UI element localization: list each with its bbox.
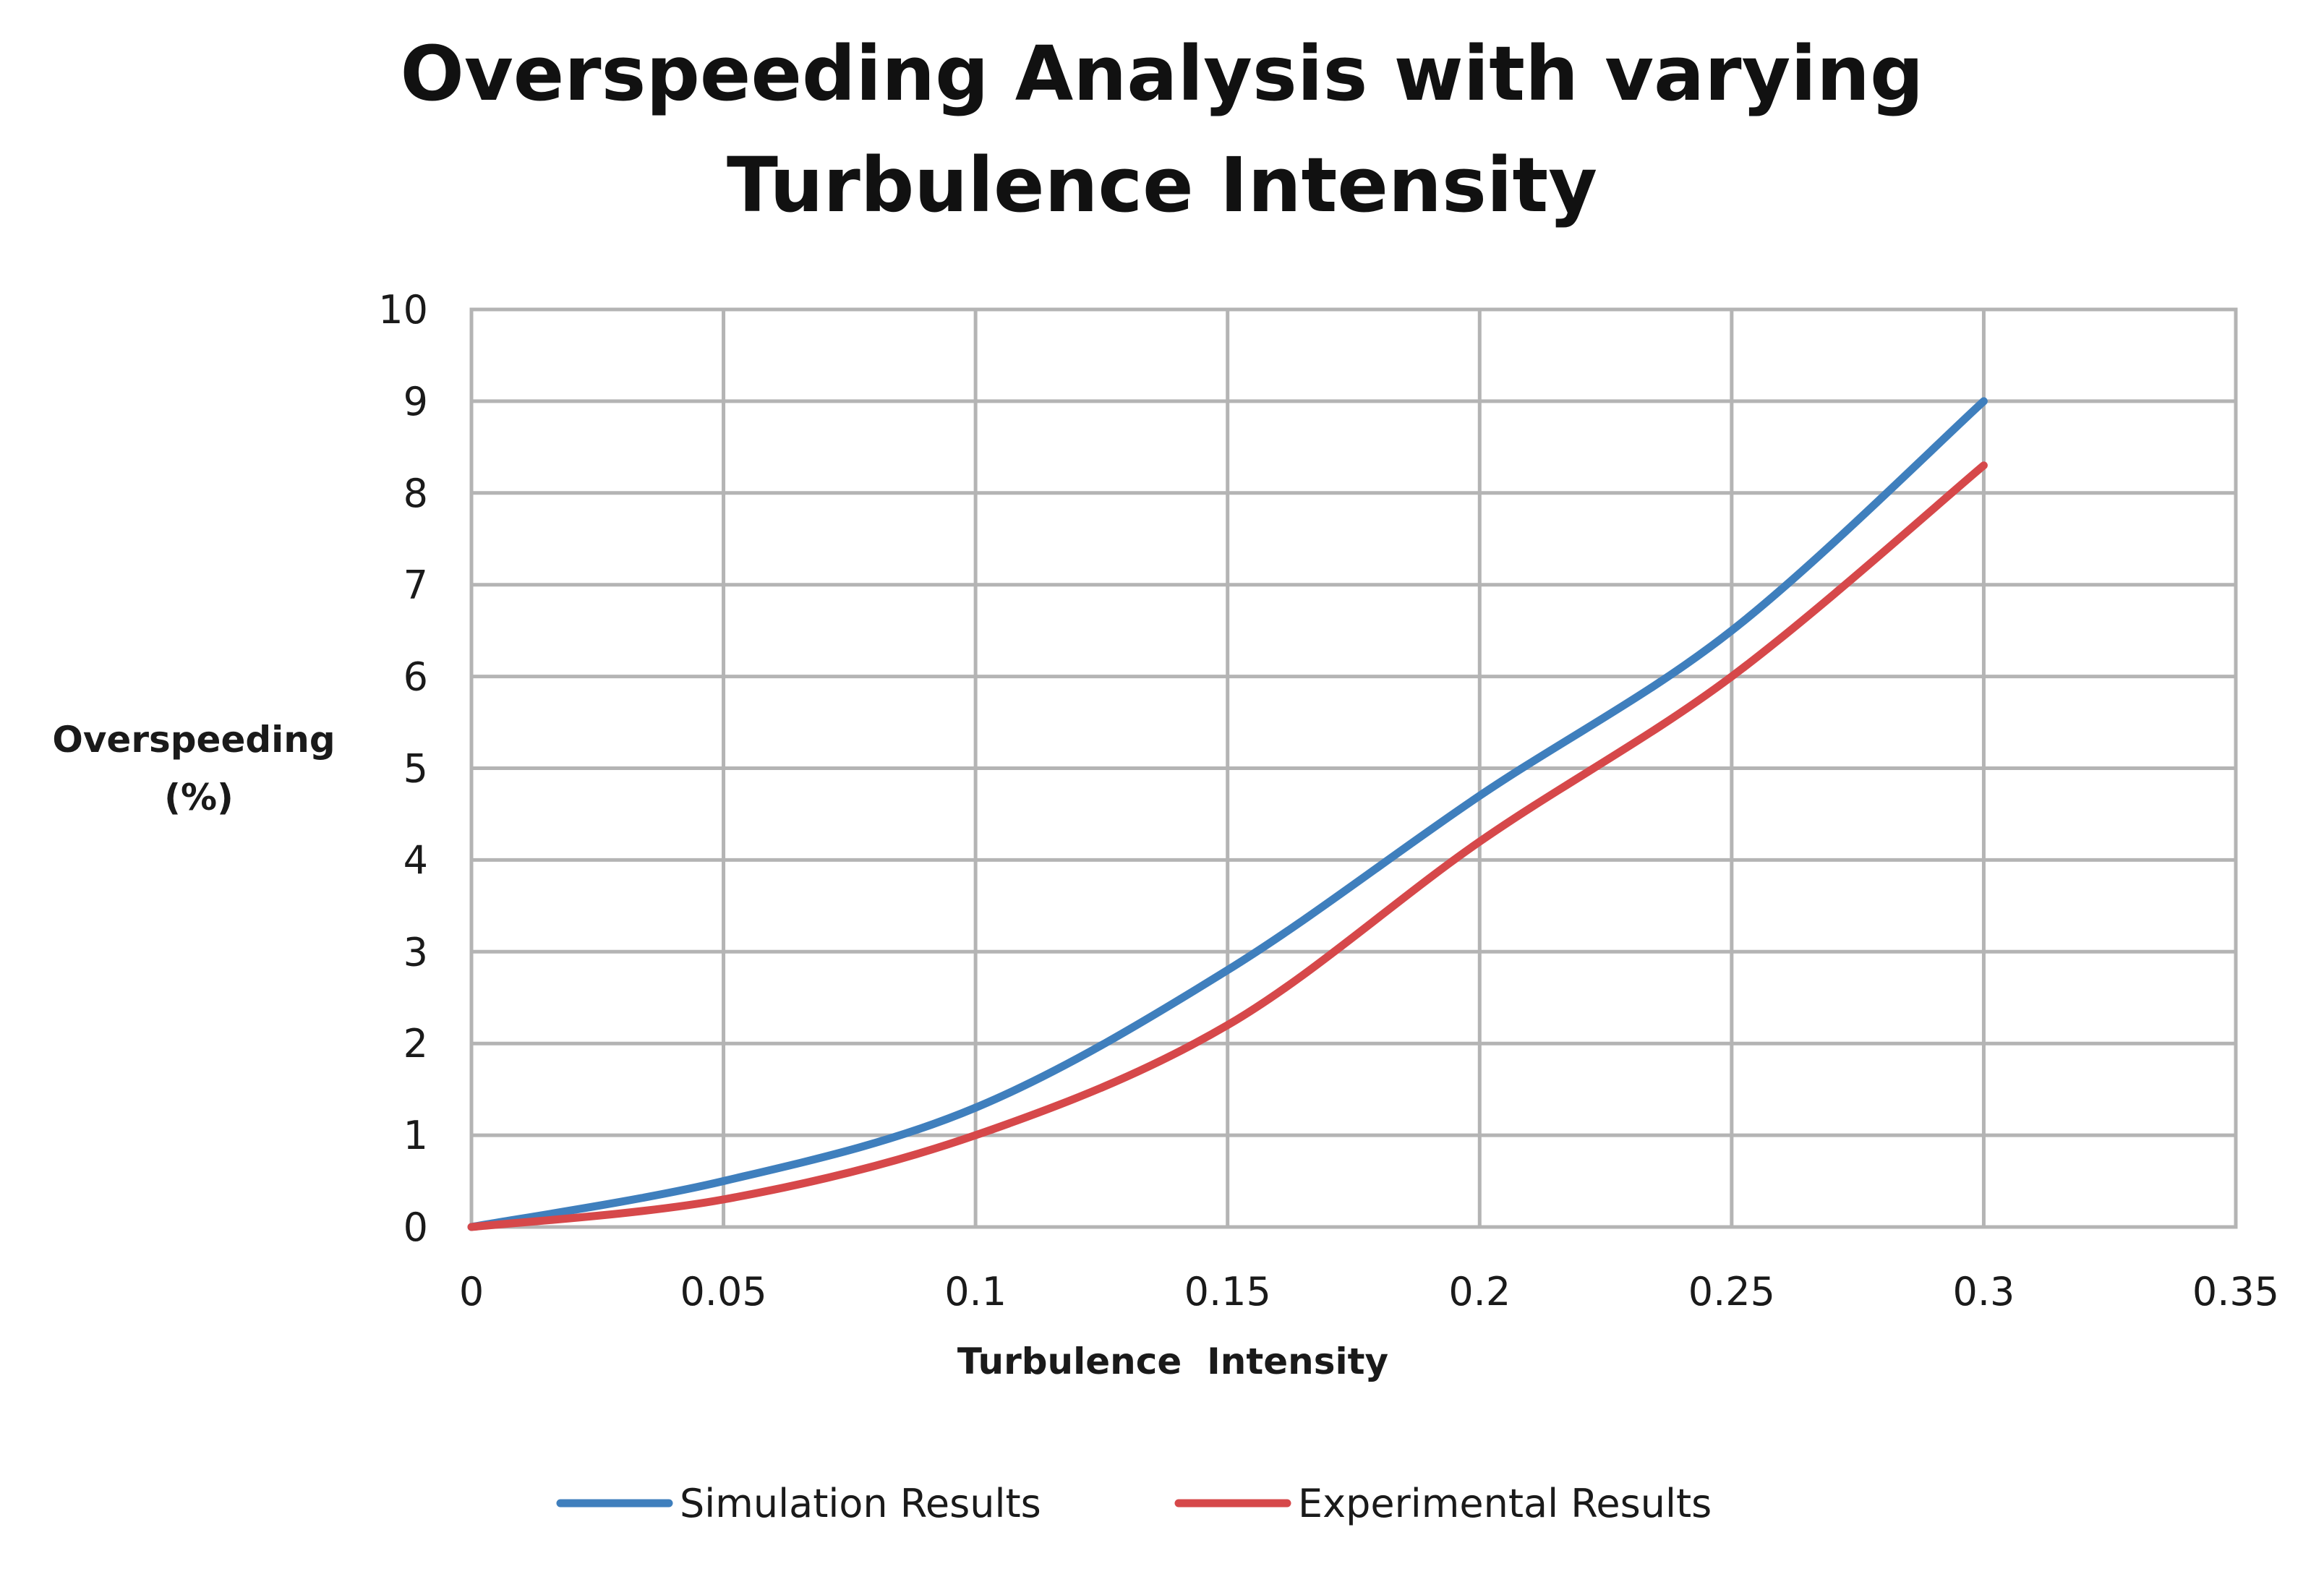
y-tick-label: 3 — [403, 929, 428, 975]
chart-title-line-1: Overspeeding Analysis with varying — [401, 30, 1924, 118]
x-tick-label: 0.3 — [1952, 1269, 2015, 1314]
plot-area-frame — [469, 307, 2238, 1229]
chart-title-line-2: Turbulence Intensity — [727, 141, 1597, 229]
y-tick-label: 8 — [403, 471, 428, 516]
legend-label-simulation: Simulation Results — [680, 1481, 1041, 1526]
x-axis-title: Turbulence Intensity — [957, 1341, 1388, 1382]
x-tick-label: 0 — [459, 1269, 484, 1314]
series-layer — [467, 397, 1988, 1231]
x-tick-label: 0.25 — [1688, 1269, 1775, 1314]
y-tick-labels: 0 1 2 3 4 5 6 7 8 9 10 — [378, 287, 428, 1250]
x-tick-labels: 0 0.05 0.1 0.15 0.2 0.25 0.3 0.35 — [459, 1269, 2279, 1314]
y-tick-label: 5 — [403, 746, 428, 792]
x-tick-label: 0.15 — [1184, 1269, 1271, 1314]
legend-label-experimental: Experimental Results — [1298, 1481, 1712, 1526]
x-tick-label: 0.1 — [944, 1269, 1007, 1314]
y-tick-label: 9 — [403, 379, 428, 424]
legend: Simulation Results Experimental Results — [556, 1481, 1712, 1526]
y-tick-label: 7 — [403, 563, 428, 608]
series-line-experimental — [467, 461, 1988, 1231]
series-line-simulation — [467, 397, 1988, 1231]
y-tick-label: 6 — [403, 654, 428, 700]
x-tick-label: 0.05 — [680, 1269, 766, 1314]
y-tick-label: 4 — [403, 837, 428, 883]
y-tick-label: 2 — [403, 1021, 428, 1066]
y-tick-label: 1 — [403, 1113, 428, 1158]
y-tick-label: 0 — [403, 1205, 428, 1250]
y-axis-title-line-2: (%) — [164, 777, 234, 818]
x-tick-label: 0.35 — [2192, 1269, 2279, 1314]
y-tick-label: 10 — [378, 287, 428, 333]
x-tick-label: 0.2 — [1448, 1269, 1511, 1314]
y-axis-title-line-1: Overspeeding — [52, 719, 335, 761]
